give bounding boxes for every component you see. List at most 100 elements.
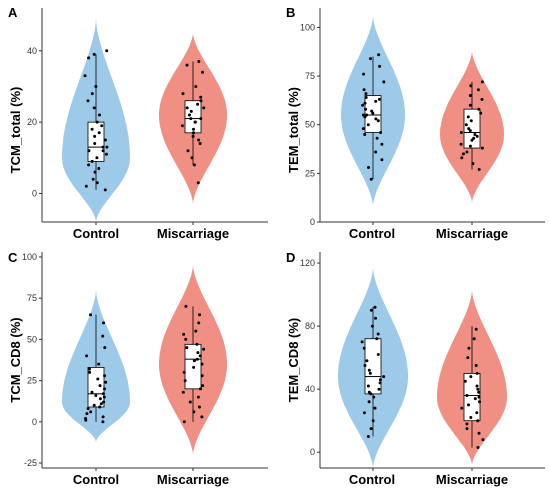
data-point [366,435,370,438]
x-category-miscarriage-b: Miscarriage [436,226,508,241]
data-point [364,107,367,111]
data-point [90,159,94,163]
data-point [468,129,472,133]
data-point [102,400,106,404]
data-point [475,371,479,375]
data-point [460,406,464,410]
y-tick-label: 50 [305,120,315,130]
data-point [192,131,195,135]
data-point [102,395,106,399]
x-category-miscarriage-c: Miscarriage [157,472,229,487]
data-point [86,407,90,411]
box-iqr [463,108,481,149]
data-point [193,120,197,124]
data-point [184,337,188,341]
data-point [464,123,468,127]
y-tick-label: 75 [27,293,37,303]
data-point [200,374,204,378]
x-category-control-a: Control [73,226,119,241]
data-point [95,181,99,185]
data-point [370,324,374,328]
data-point [195,342,199,346]
panel-c: C TCM_CD8 (%) Control Miscarriage -25 0 25… [8,250,268,487]
data-point [101,149,105,153]
y-tick-label: 0 [32,188,37,198]
data-point [189,117,193,121]
data-point [98,113,101,117]
data-point [192,365,196,369]
y-tick-label: 0 [32,417,37,427]
data-point [466,356,470,360]
data-point [361,113,365,117]
data-point [199,387,202,391]
data-point [364,96,368,99]
data-point [466,115,470,119]
data-point [369,177,373,181]
data-point [467,403,470,407]
data-point [480,80,484,84]
data-point [465,394,469,397]
data-point [471,162,475,166]
data-point [382,80,386,84]
data-point [463,379,467,383]
data-point [199,99,203,103]
data-point [469,416,473,419]
data-point [104,380,108,384]
y-tick-label: -25 [24,458,37,468]
data-point [197,60,201,63]
data-point [181,390,185,394]
data-point [475,134,479,138]
panel-label-c: C [8,250,18,265]
data-point [369,57,372,61]
y-axis-label-b: TEM_total (%) [286,87,301,173]
data-point [365,113,369,117]
y-axis-label-c: TCM_CD8 (%) [8,317,23,402]
data-point [472,337,476,341]
data-point [97,362,101,366]
panel-label-d: D [286,250,295,265]
y-tick-label: 80 [305,321,315,331]
y-axis-label-d: TEM_CD8 (%) [286,318,301,403]
data-point [473,397,477,401]
data-point [367,400,371,404]
y-tick-label: 100 [300,22,315,32]
data-point [459,142,463,146]
data-point [199,95,203,99]
data-point [197,321,201,325]
data-point [366,384,370,388]
data-point [182,332,186,336]
data-point [361,127,365,131]
data-point [470,138,474,142]
data-point [369,308,373,312]
data-point [476,446,480,449]
data-point [98,397,102,401]
data-point [467,127,471,131]
data-point [198,313,201,317]
data-point [382,375,386,379]
data-point [370,109,374,113]
data-point [465,422,469,426]
data-point [366,123,370,127]
y-tick-label: 25 [305,168,315,178]
data-point [371,419,375,423]
data-point [93,142,97,145]
data-point [86,99,90,103]
data-point [476,419,480,423]
data-point [103,346,107,350]
data-point [363,364,367,367]
data-point [195,357,199,361]
data-point [479,111,483,115]
data-point [367,166,370,169]
data-point [376,332,380,336]
data-point [101,392,105,396]
data-point [376,353,380,356]
data-point [83,74,87,78]
data-point [98,405,102,409]
y-tick-label: 25 [27,376,37,386]
data-point [202,106,206,110]
data-point [90,127,94,131]
data-point [377,387,381,391]
data-point [469,84,473,88]
data-point [182,420,186,424]
data-point [182,370,186,374]
